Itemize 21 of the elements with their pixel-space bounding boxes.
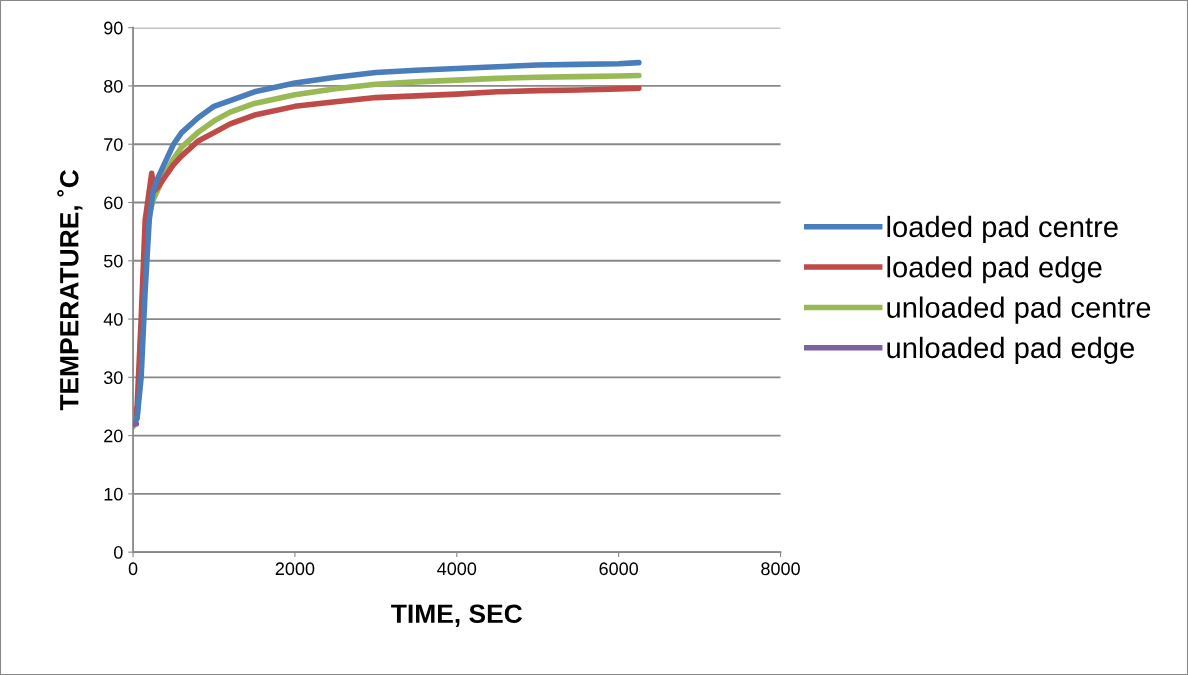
y-tick-label: 90 (104, 21, 123, 35)
y-tick-label: 60 (104, 196, 123, 210)
x-tick-label: 4000 (437, 562, 477, 576)
legend-label: unloaded pad centre (887, 296, 1151, 324)
y-axis-title: TEMPERATURE, ˚C (57, 169, 83, 411)
x-tick-label: 6000 (599, 562, 639, 576)
x-axis-title: TIME, SEC (391, 604, 523, 627)
y-tick-label: 30 (103, 371, 123, 385)
y-tick-label: 10 (104, 487, 123, 501)
legend-label: loaded pad edge (887, 256, 1102, 284)
y-tick-label: 0 (114, 546, 123, 559)
x-tick-label: 2000 (275, 562, 315, 576)
y-tick-label: 70 (104, 138, 123, 151)
x-tick-label: 0 (128, 562, 138, 576)
legend-label: loaded pad centre (887, 215, 1118, 244)
y-tick-label: 20 (104, 429, 123, 443)
y-tick-label: 50 (103, 254, 123, 268)
x-tick-label: 8000 (761, 562, 800, 576)
legend-label: unloaded pad edge (887, 336, 1134, 364)
y-tick-label: 80 (104, 79, 123, 93)
y-tick-label: 40 (103, 312, 123, 326)
